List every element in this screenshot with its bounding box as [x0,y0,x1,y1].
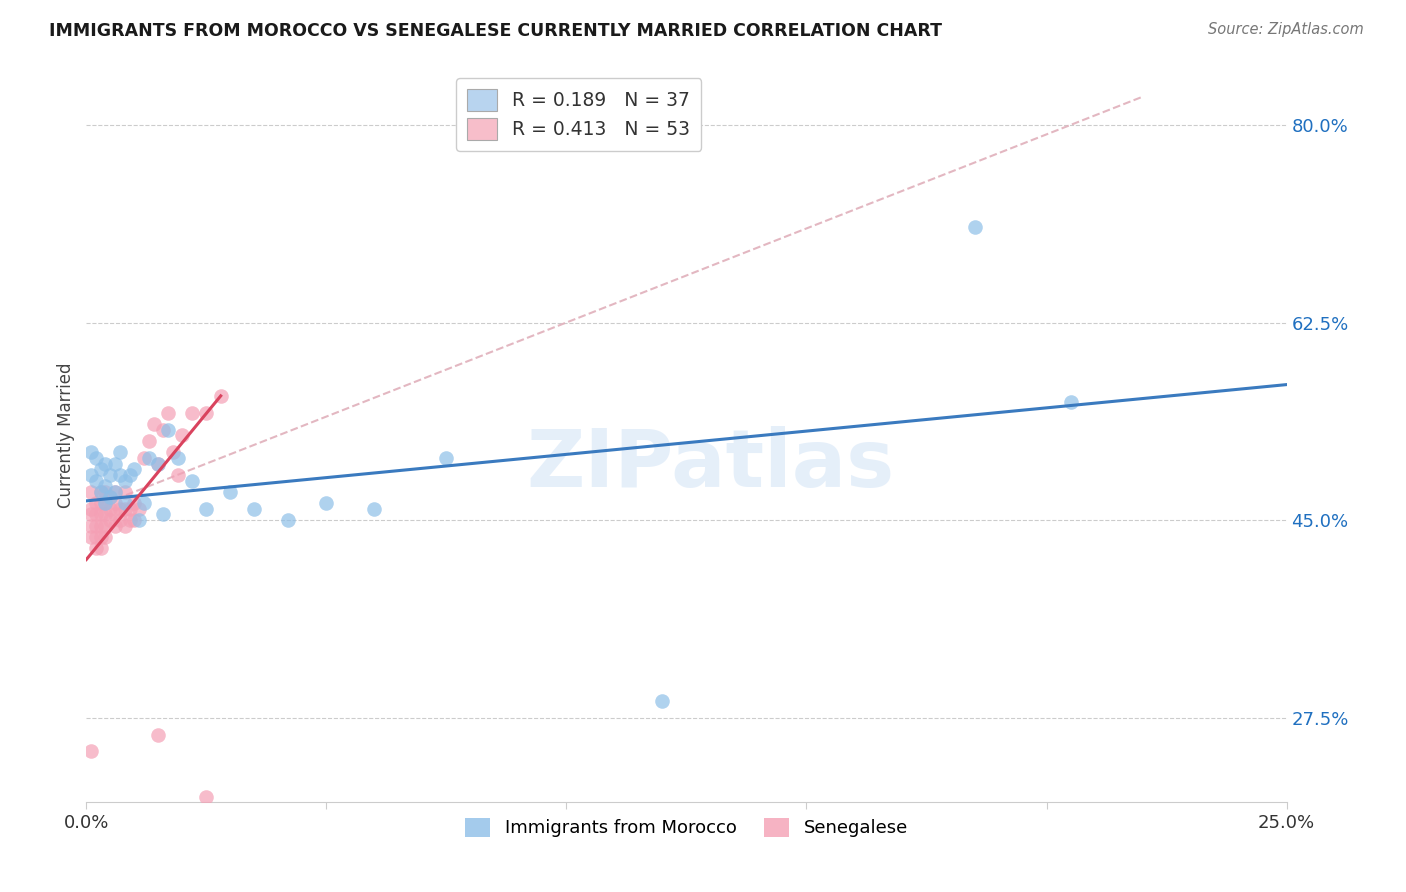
Point [104,457,127,471]
Point [363,501,385,516]
Point [1059,394,1081,409]
Point [128,501,150,516]
Point [98,501,121,516]
Point [90,508,112,522]
Legend: Immigrants from Morocco, Senegalese: Immigrants from Morocco, Senegalese [458,811,915,845]
Point [963,219,986,234]
Point [195,406,218,420]
Point [94,457,117,471]
Point [114,484,136,499]
Point [90,518,112,533]
Point [98,491,121,505]
Point [148,457,170,471]
Text: Source: ZipAtlas.com: Source: ZipAtlas.com [1208,22,1364,37]
Point [138,434,160,448]
Point [80,501,103,516]
Point [90,462,112,476]
Point [172,428,194,442]
Point [80,518,103,533]
Point [90,484,112,499]
Point [651,694,673,708]
Point [243,501,266,516]
Point [114,474,136,488]
Point [98,467,121,482]
Point [84,518,107,533]
Point [180,406,202,420]
Text: ZIPatlas: ZIPatlas [526,425,894,504]
Point [108,445,131,459]
Point [209,389,232,403]
Point [434,450,457,465]
Point [94,484,117,499]
Point [195,501,218,516]
Point [114,518,136,533]
Point [84,496,107,510]
Point [138,450,160,465]
Point [132,496,155,510]
Point [84,541,107,556]
Point [84,530,107,544]
Point [124,513,146,527]
Point [94,508,117,522]
Point [148,727,170,741]
Point [114,496,136,510]
Point [104,518,127,533]
Point [84,450,107,465]
Point [124,496,146,510]
Point [118,467,141,482]
Point [114,501,136,516]
Point [108,501,131,516]
Point [156,423,179,437]
Y-axis label: Currently Married: Currently Married [58,363,75,508]
Point [90,496,112,510]
Point [104,484,127,499]
Point [219,484,242,499]
Point [132,450,155,465]
Point [118,501,141,516]
Point [108,467,131,482]
Point [195,789,218,804]
Point [277,513,299,527]
Point [162,445,184,459]
Point [84,508,107,522]
Point [80,744,103,758]
Point [124,462,146,476]
Point [94,479,117,493]
Point [80,484,103,499]
Point [98,513,121,527]
Point [152,423,174,437]
Point [166,467,188,482]
Point [128,513,150,527]
Point [315,496,337,510]
Point [166,450,188,465]
Point [142,417,165,431]
Point [80,530,103,544]
Point [80,445,103,459]
Point [80,467,103,482]
Point [180,474,202,488]
Text: IMMIGRANTS FROM MOROCCO VS SENEGALESE CURRENTLY MARRIED CORRELATION CHART: IMMIGRANTS FROM MOROCCO VS SENEGALESE CU… [49,22,942,40]
Point [104,508,127,522]
Point [104,484,127,499]
Point [94,530,117,544]
Point [90,530,112,544]
Point [118,513,141,527]
Point [148,457,170,471]
Point [94,496,117,510]
Point [90,484,112,499]
Point [152,508,174,522]
Point [84,474,107,488]
Point [94,496,117,510]
Point [156,406,179,420]
Point [80,508,103,522]
Point [90,541,112,556]
Point [104,496,127,510]
Point [98,491,121,505]
Point [94,518,117,533]
Point [108,513,131,527]
